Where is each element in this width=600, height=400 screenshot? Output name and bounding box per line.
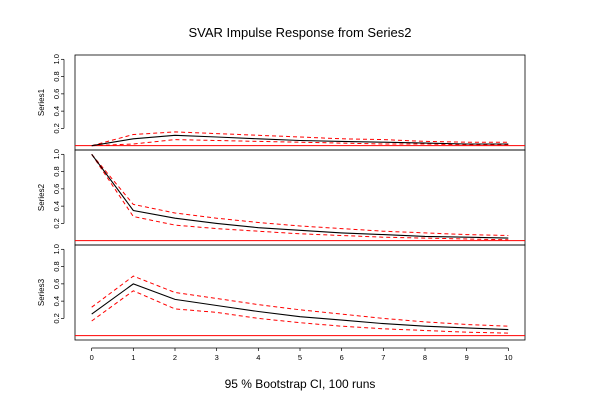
panel-ylabel: Series3 (37, 278, 46, 306)
response-line (91, 153, 509, 239)
y-tick-label: 0.6 (52, 279, 61, 289)
x-tick-label: 10 (504, 353, 512, 362)
x-tick-label: 3 (215, 353, 219, 362)
panel-frame-series1 (74, 54, 526, 151)
y-tick-label: 0.8 (52, 166, 61, 176)
y-tick-label: 0.6 (52, 184, 61, 194)
x-tick-label: 5 (298, 353, 302, 362)
x-tick-label: 0 (90, 353, 94, 362)
x-tick-label: 6 (340, 353, 344, 362)
chart-title: SVAR Impulse Response from Series2 (188, 25, 411, 40)
y-tick-label: 0.6 (52, 89, 61, 99)
ci-lower-line (91, 154, 509, 241)
panel-ylabel: Series1 (37, 88, 46, 116)
response-line (91, 283, 509, 331)
x-tick-label: 2 (173, 353, 177, 362)
chart-subtitle: 95 % Bootstrap CI, 100 runs (225, 377, 376, 391)
panel-ylabel: Series2 (37, 183, 46, 211)
x-tick-label: 9 (465, 353, 469, 362)
y-tick-label: 0.4 (52, 106, 61, 116)
y-tick-label: 0.8 (52, 261, 61, 271)
y-tick-label: 0.8 (52, 71, 61, 81)
y-tick-label: 1.0 (52, 244, 61, 254)
panel-frame-series3 (74, 244, 526, 341)
x-tick-label: 4 (256, 353, 260, 362)
y-tick-label: 1.0 (52, 149, 61, 159)
response-line (91, 134, 509, 147)
y-tick-label: 0.2 (52, 313, 61, 323)
ci-upper-line (91, 131, 509, 147)
y-tick-label: 0.2 (52, 123, 61, 133)
ci-upper-line (91, 275, 509, 327)
ci-upper-line (91, 153, 509, 236)
y-tick-label: 1.0 (52, 54, 61, 64)
y-tick-label: 0.2 (52, 218, 61, 228)
x-tick-label: 8 (423, 353, 427, 362)
x-tick-label: 1 (131, 353, 135, 362)
y-tick-label: 0.4 (52, 201, 61, 211)
y-tick-label: 0.4 (52, 296, 61, 306)
x-tick-label: 7 (381, 353, 385, 362)
